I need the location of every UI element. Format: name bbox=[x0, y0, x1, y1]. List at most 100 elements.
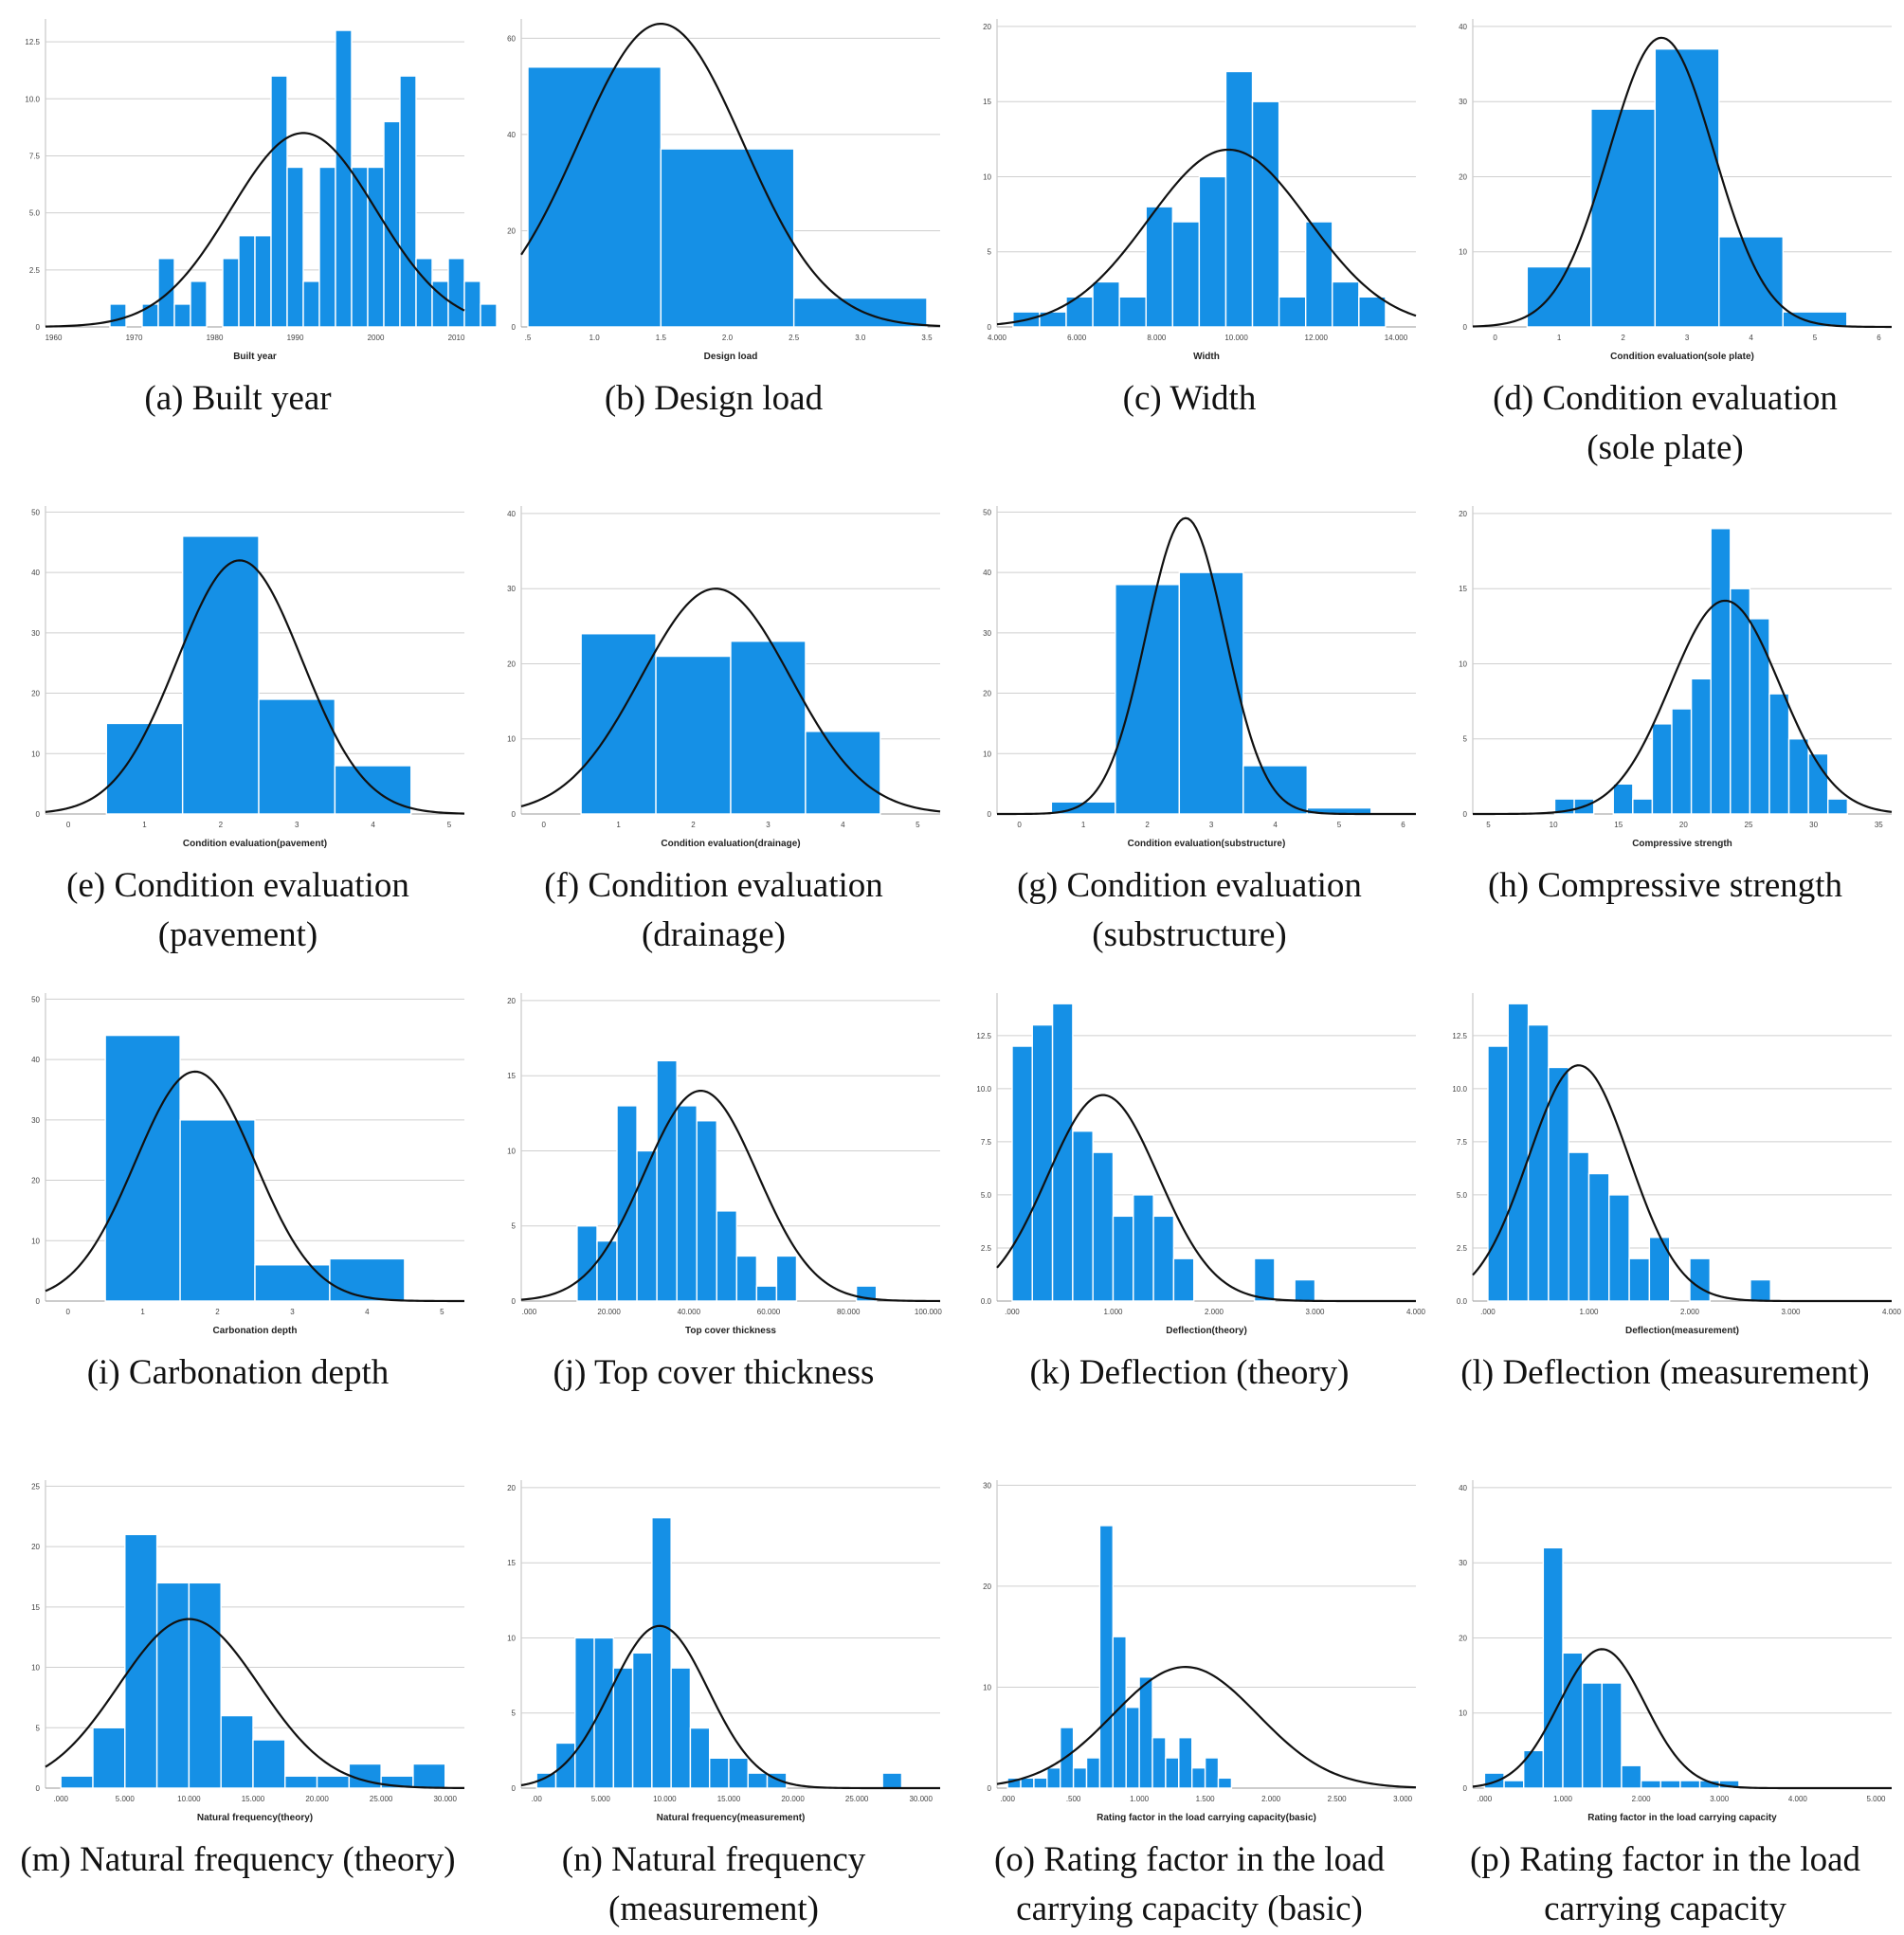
y-tick-label: 40 bbox=[1459, 1484, 1467, 1492]
histogram-panel-m: 0 5 10 15 20 25.000 5.000 10.000 15.000 20.000 25.… bbox=[0, 1461, 476, 1935]
x-tick-label: 1.5 bbox=[656, 334, 667, 342]
histogram-bar bbox=[1152, 1215, 1175, 1302]
x-axis-label: Carbonation depth bbox=[213, 1326, 298, 1336]
histogram-bar bbox=[1224, 70, 1254, 328]
x-axis-label: Condition evaluation(pavement) bbox=[183, 839, 327, 849]
x-tick-label: 5 bbox=[916, 821, 920, 829]
y-tick-label: 30 bbox=[1459, 1559, 1467, 1567]
y-tick-label: 0 bbox=[988, 810, 992, 819]
x-tick-label: 5 bbox=[447, 821, 452, 829]
histogram-bar bbox=[104, 1034, 181, 1302]
x-tick-label: 3.000 bbox=[1305, 1308, 1325, 1316]
histogram-bar bbox=[1562, 1652, 1584, 1789]
x-tick-label: 5.000 bbox=[116, 1795, 136, 1803]
histogram-bar bbox=[302, 280, 320, 328]
y-tick-label: 20 bbox=[983, 23, 991, 31]
histogram-bar bbox=[1768, 693, 1790, 815]
histogram-bar bbox=[593, 1637, 615, 1789]
x-axis-label: Condition evaluation(sole plate) bbox=[1610, 352, 1754, 362]
histogram-bar bbox=[612, 1667, 634, 1789]
x-tick-label: 2000 bbox=[368, 334, 385, 342]
x-tick-label: 14.000 bbox=[1385, 334, 1408, 342]
y-tick-label: 12.5 bbox=[1452, 1032, 1467, 1040]
x-tick-label: .5 bbox=[525, 334, 532, 342]
normal-curve bbox=[1472, 1648, 1892, 1790]
histogram-bar bbox=[616, 1105, 638, 1302]
x-axis-label: Rating factor in the load carrying capac… bbox=[1587, 1813, 1777, 1823]
histogram-bar bbox=[735, 1255, 758, 1302]
histogram-bar bbox=[1587, 1172, 1610, 1302]
histogram-bar bbox=[155, 1582, 190, 1789]
y-tick-label: 12.5 bbox=[976, 1032, 991, 1040]
histogram-panel-k: 0.0 2.5 5.0 7.5 10.0 12.5 .000 1.000 2.000 3.000 4… bbox=[952, 974, 1427, 1448]
y-tick-label: 5 bbox=[512, 1709, 517, 1718]
y-tick-label: 5 bbox=[36, 1724, 41, 1732]
x-tick-label: 2 bbox=[219, 821, 224, 829]
x-tick-label: 0 bbox=[1493, 334, 1497, 342]
x-tick-label: 1.0 bbox=[589, 334, 601, 342]
histogram-f: 0 10 20 30 40 0 1 2 3 4 5 Condition evaluation(drai… bbox=[507, 506, 941, 849]
y-tick-label: 10 bbox=[507, 1634, 516, 1642]
histogram-bar bbox=[1640, 1780, 1661, 1789]
histogram-panel-f: 0 10 20 30 40 0 1 2 3 4 5 Condition evaluation(drai… bbox=[476, 487, 952, 961]
y-tick-label: 10 bbox=[1459, 248, 1467, 257]
x-tick-label: 0 bbox=[1017, 821, 1022, 829]
histogram-bar bbox=[1689, 1257, 1711, 1302]
histogram-panel-c: 0 5 10 15 20 4.000 6.000 8.000 10.000 12.000 14.00… bbox=[952, 0, 1427, 474]
y-tick-label: 5.0 bbox=[29, 209, 41, 218]
y-tick-label: 7.5 bbox=[29, 152, 41, 160]
histogram-bar bbox=[190, 280, 208, 328]
y-tick-label: 50 bbox=[31, 508, 40, 516]
histogram-bar bbox=[1749, 618, 1770, 815]
normal-curve bbox=[1472, 36, 1892, 329]
normal-curve bbox=[996, 516, 1416, 816]
histogram-bar bbox=[755, 1285, 778, 1302]
histogram-bar bbox=[1278, 296, 1307, 328]
histogram-bar bbox=[728, 1757, 749, 1789]
histogram-bar bbox=[1031, 1023, 1054, 1302]
histogram-bar bbox=[1051, 1003, 1074, 1302]
histogram-bar bbox=[1526, 265, 1592, 328]
y-tick-label: 10.0 bbox=[1452, 1085, 1467, 1094]
x-axis-label: Design load bbox=[704, 352, 758, 362]
histogram-bar bbox=[329, 1257, 406, 1302]
histogram-bar bbox=[1253, 1257, 1276, 1302]
x-tick-label: 20.000 bbox=[597, 1308, 621, 1316]
histogram-g: 0 10 20 30 40 50 0 1 2 3 4 5 6 Condition evaluation(s… bbox=[983, 506, 1416, 849]
histogram-bar bbox=[1020, 1777, 1035, 1789]
x-tick-label: 2 bbox=[1145, 821, 1150, 829]
histogram-bar bbox=[1204, 1757, 1220, 1789]
y-tick-label: 30 bbox=[983, 629, 991, 638]
y-tick-label: 20 bbox=[507, 997, 516, 1005]
x-tick-label: 1.000 bbox=[1130, 1795, 1150, 1803]
y-tick-label: 30 bbox=[983, 1481, 991, 1490]
y-tick-label: 25 bbox=[31, 1482, 40, 1491]
y-tick-label: 5 bbox=[988, 248, 992, 257]
histogram-bar bbox=[1092, 280, 1120, 328]
histogram-bar bbox=[1542, 1546, 1564, 1789]
x-tick-label: 20.000 bbox=[305, 1795, 329, 1803]
histogram-bar bbox=[334, 765, 412, 815]
x-tick-label: 3.0 bbox=[855, 334, 866, 342]
panel-caption: (n) Natural frequency (measurement) bbox=[561, 1840, 866, 1928]
histogram-bar bbox=[1523, 1749, 1545, 1789]
x-tick-label: 1 bbox=[1081, 821, 1086, 829]
histogram-bar bbox=[1072, 1766, 1088, 1789]
histogram-bar bbox=[1648, 1237, 1671, 1302]
x-tick-label: 0 bbox=[65, 1308, 70, 1316]
x-tick-label: 5 bbox=[1337, 821, 1342, 829]
histogram-bar bbox=[254, 235, 272, 328]
x-tick-label: 5 bbox=[1813, 334, 1818, 342]
histogram-bar bbox=[1718, 236, 1784, 328]
y-tick-label: 0 bbox=[512, 323, 517, 332]
histogram-panel-j: 0 5 10 15 20.000 20.000 40.000 60.000 80.000 100.… bbox=[476, 974, 952, 1448]
x-tick-label: 1960 bbox=[45, 334, 63, 342]
y-tick-label: 0 bbox=[1463, 1784, 1468, 1793]
x-tick-label: 30.000 bbox=[909, 1795, 933, 1803]
y-tick-label: 5.0 bbox=[981, 1191, 992, 1200]
panel-caption: (a) Built year bbox=[144, 379, 332, 418]
x-tick-label: 10.000 bbox=[1224, 334, 1248, 342]
histogram-bar bbox=[1527, 1023, 1550, 1302]
histogram-bar bbox=[480, 303, 498, 328]
